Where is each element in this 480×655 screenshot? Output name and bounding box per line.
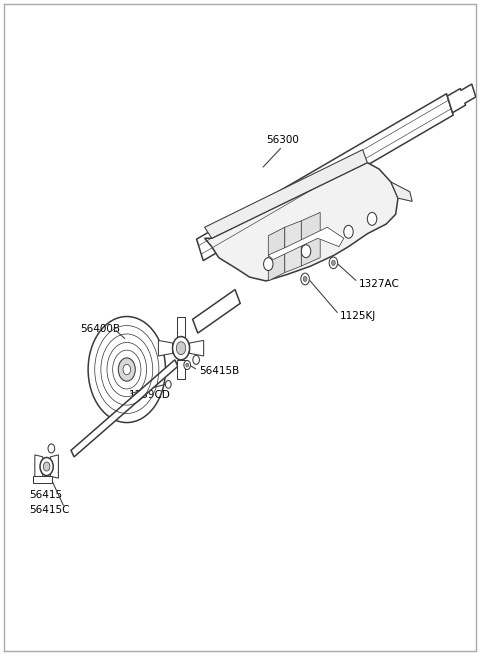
Circle shape: [303, 276, 307, 282]
Circle shape: [301, 273, 309, 285]
Text: 1339CD: 1339CD: [129, 390, 171, 400]
Circle shape: [264, 257, 273, 271]
Polygon shape: [192, 290, 240, 333]
Polygon shape: [177, 317, 185, 337]
Circle shape: [344, 225, 353, 238]
Circle shape: [186, 363, 189, 367]
Polygon shape: [50, 455, 59, 478]
Polygon shape: [204, 162, 398, 281]
Polygon shape: [391, 182, 412, 201]
Text: 56400B: 56400B: [81, 324, 120, 334]
Circle shape: [329, 257, 337, 269]
Text: 1327AC: 1327AC: [359, 279, 400, 289]
Polygon shape: [285, 221, 301, 272]
Polygon shape: [34, 476, 52, 483]
Circle shape: [166, 381, 171, 388]
Circle shape: [123, 364, 131, 375]
Circle shape: [172, 337, 190, 360]
Circle shape: [176, 342, 186, 354]
Polygon shape: [447, 84, 476, 113]
Circle shape: [48, 444, 55, 453]
Text: 56415B: 56415B: [199, 367, 239, 377]
Polygon shape: [204, 149, 367, 238]
Polygon shape: [268, 227, 285, 281]
Polygon shape: [268, 227, 344, 259]
Text: 56300: 56300: [266, 135, 299, 145]
Circle shape: [184, 360, 191, 369]
Text: 1125KJ: 1125KJ: [340, 311, 376, 321]
Circle shape: [40, 457, 53, 476]
Polygon shape: [190, 341, 204, 356]
Circle shape: [193, 355, 199, 364]
Text: 56415C: 56415C: [29, 505, 69, 515]
Polygon shape: [177, 360, 185, 379]
Polygon shape: [301, 212, 320, 266]
Circle shape: [332, 260, 335, 265]
Polygon shape: [158, 341, 172, 356]
Polygon shape: [35, 455, 43, 478]
Polygon shape: [197, 94, 453, 261]
Polygon shape: [71, 360, 178, 457]
Circle shape: [43, 462, 50, 471]
Circle shape: [88, 316, 166, 422]
Circle shape: [301, 245, 311, 257]
Text: 56415: 56415: [29, 490, 62, 500]
Circle shape: [367, 212, 377, 225]
Circle shape: [118, 358, 135, 381]
